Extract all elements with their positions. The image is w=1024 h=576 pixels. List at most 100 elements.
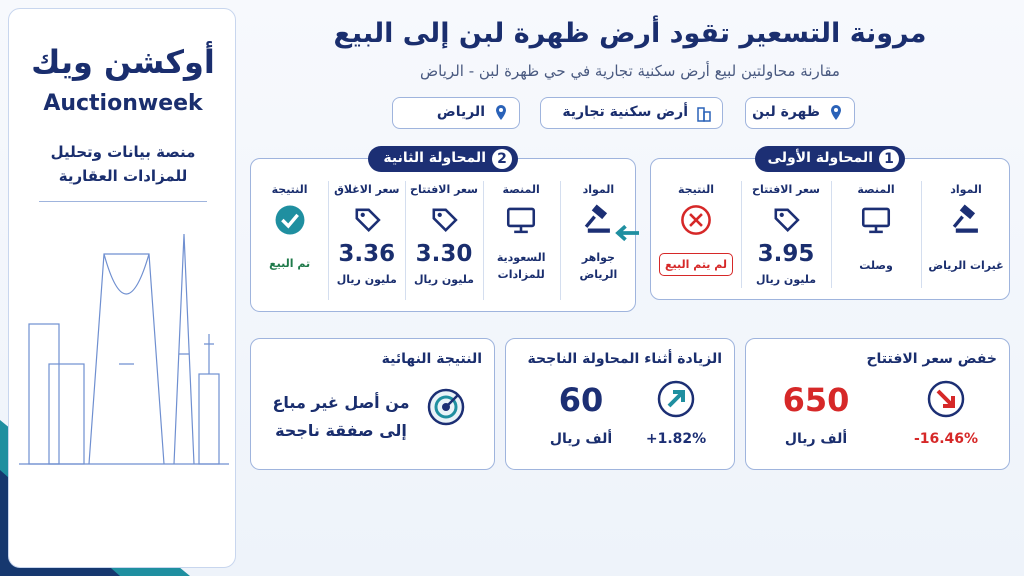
- icon-circle: [779, 212, 784, 218]
- column-divider: [831, 181, 832, 288]
- icon-path: [831, 105, 841, 120]
- icon-path: [952, 215, 964, 228]
- tagline: منصة بيانات وتحليل: [50, 143, 196, 161]
- attempt-card: المواد غيرات الرياض المنصة وصلت سعر الافتتاح…: [650, 158, 1010, 300]
- column-divider: [559, 181, 561, 300]
- result-value: تم البيع: [269, 257, 311, 270]
- tag-icon: [491, 103, 511, 123]
- logo-arabic: أوكشن ويك: [31, 43, 215, 81]
- tag-pill: ظهرة لبن: [745, 97, 855, 129]
- tag-text: ظهرة لبن: [752, 104, 820, 120]
- icon-rect: [507, 207, 536, 228]
- summary-card: النتيجة النهائية من أصل غير مباع إلى صفقة …: [250, 338, 495, 470]
- column-icon: [949, 203, 983, 237]
- icon-svg: [697, 107, 711, 122]
- icon-svg: [585, 204, 611, 233]
- column-label: المواد: [950, 183, 982, 196]
- attempt-title: المحاولة الثانية: [383, 150, 486, 166]
- icon-svg: [774, 208, 800, 233]
- column-value: جواهر الرياض: [579, 251, 618, 281]
- summary-value: 60: [558, 381, 604, 419]
- summary-title: النتيجة النهائية: [381, 351, 482, 367]
- summary-card: خفض سعر الافتتاح 650 ألف ريال -16.46%: [745, 338, 1010, 470]
- icon-path: [514, 225, 528, 234]
- building: [28, 323, 60, 465]
- icon-path: [774, 208, 800, 233]
- summary-line: إلى صفقة ناجحة: [275, 421, 407, 440]
- icon-rect: [703, 111, 711, 122]
- summary-icon: [926, 379, 966, 419]
- summary-title: الزيادة أثناء المحاولة الناجحة: [527, 351, 722, 367]
- icon-rect: [592, 204, 608, 220]
- column-icon: [581, 203, 615, 237]
- column-icon: [273, 203, 307, 237]
- tag-text: الرياض: [436, 104, 485, 120]
- tower: [88, 253, 165, 465]
- arrow: [612, 218, 642, 248]
- icon-rect: [861, 207, 891, 228]
- icon-svg: [507, 207, 536, 234]
- icon-svg: [681, 205, 711, 235]
- icon-svg: [275, 205, 305, 235]
- building: [48, 363, 85, 465]
- column-icon: [504, 203, 538, 237]
- icon-circle: [275, 205, 305, 235]
- icon-rect: [588, 228, 611, 233]
- icon-path: [585, 215, 597, 228]
- icon-svg: [927, 380, 965, 418]
- building: [198, 373, 220, 465]
- skyline: [19, 233, 229, 465]
- icon-path: [432, 208, 458, 233]
- price-unit: مليون ريال: [336, 273, 397, 286]
- tagline: للمزادات العقارية: [58, 167, 188, 185]
- column-label: المواد: [582, 183, 615, 196]
- column-label: النتيجة: [678, 183, 714, 196]
- summary-unit: ألف ريال: [549, 431, 613, 447]
- price-value: 3.95: [757, 241, 815, 267]
- icon-path: [615, 224, 639, 242]
- icon-svg: [355, 208, 381, 233]
- result-value: لم يتم البيع: [659, 253, 733, 276]
- attempt-badge: 1 المحاولة الأولى: [755, 146, 905, 172]
- column-value: غيرات الرياض: [928, 259, 1004, 272]
- icon-path: [667, 390, 685, 408]
- tag-icon: [826, 103, 846, 123]
- icon-path: [445, 394, 459, 408]
- icon-circle: [499, 108, 503, 112]
- tag-pill: الرياض: [392, 97, 520, 129]
- column-label: المنصة: [857, 183, 895, 196]
- tower: [173, 233, 195, 465]
- column-divider: [405, 181, 407, 300]
- tag-icon: [694, 103, 714, 123]
- column-icon: [769, 203, 803, 237]
- price-unit: مليون ريال: [755, 273, 817, 286]
- tag-text: أرض سكنية تجارية: [562, 104, 688, 120]
- summary-icon: [656, 379, 696, 419]
- icon-svg: [615, 224, 639, 242]
- column-value: السعودية للمزادات: [496, 251, 546, 281]
- column-icon: [350, 203, 384, 237]
- icon-svg: [831, 105, 841, 120]
- column-divider: [921, 181, 922, 288]
- column-value: وصلت: [859, 259, 893, 272]
- icon-path: [689, 213, 703, 227]
- summary-icon: [426, 387, 466, 427]
- icon-svg: [657, 380, 695, 418]
- icon-path: [869, 225, 883, 234]
- icon-svg: [861, 207, 891, 234]
- icon-path: [280, 213, 299, 229]
- attempt-number: 2: [492, 149, 512, 169]
- column-divider: [741, 181, 742, 288]
- icon-rect: [955, 228, 978, 233]
- subtitle: مقارنة محاولتين لبيع أرض سكنية تجارية في…: [420, 62, 840, 80]
- attempt-title: المحاولة الأولى: [767, 150, 873, 166]
- icon-svg: [496, 105, 506, 120]
- column-icon: [859, 203, 893, 237]
- column-label: سعر الافتتاح: [752, 183, 820, 196]
- column-label: المنصة: [502, 183, 540, 196]
- antenna: [204, 334, 214, 374]
- summary-title: خفض سعر الافتتاح: [866, 351, 997, 367]
- summary-change: -16.46%: [913, 431, 979, 447]
- logo-english: Auctionweek: [43, 91, 203, 116]
